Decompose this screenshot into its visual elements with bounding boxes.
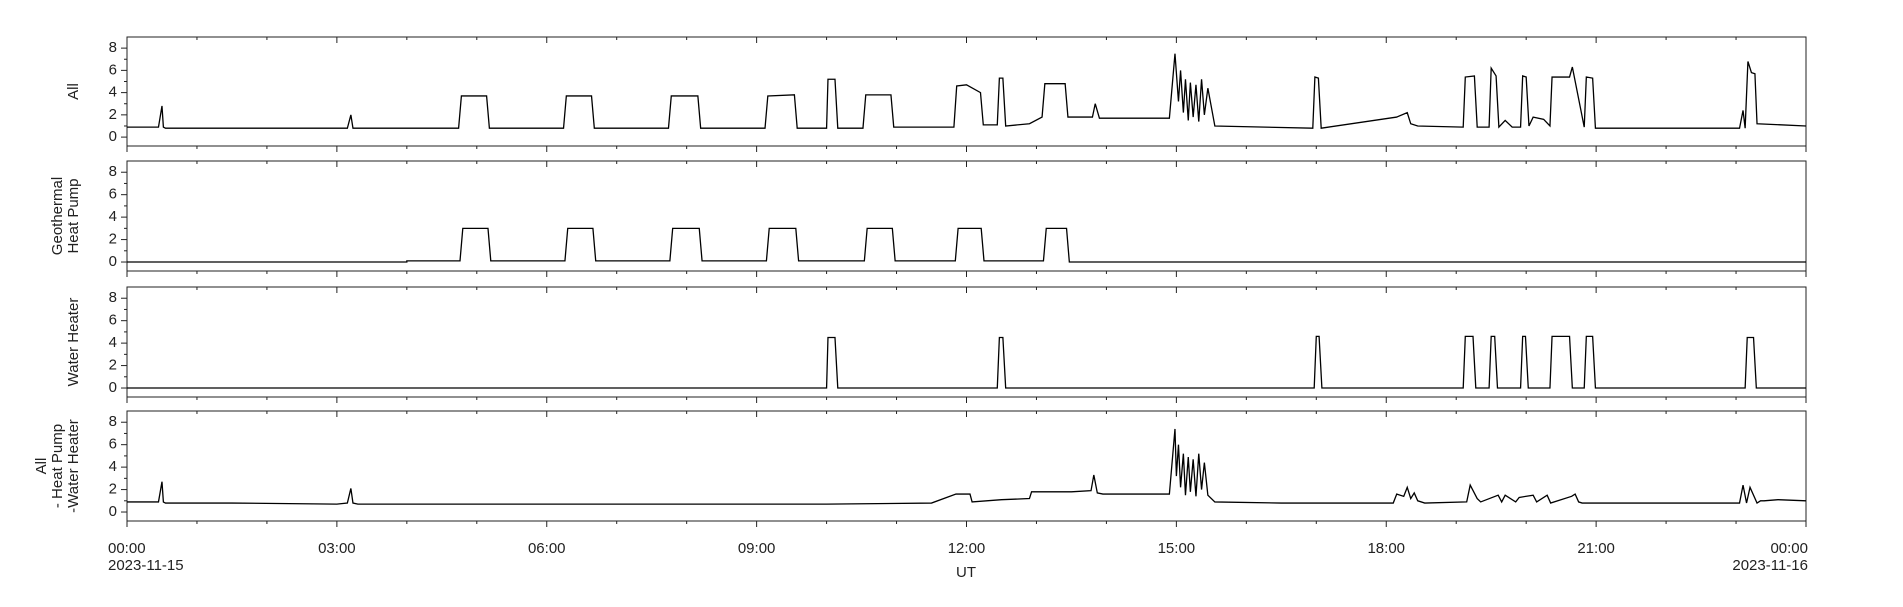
y-tick-label: 2: [109, 231, 117, 248]
y-tick-label: 8: [109, 413, 117, 430]
panel-frame: [126, 286, 1807, 398]
y-axis-label: Geothermal: [49, 177, 66, 255]
y-tick-label: 6: [109, 436, 117, 453]
start-date: 2023-11-15: [108, 557, 184, 574]
y-tick-label: 2: [109, 357, 117, 374]
y-axis-label: - Heat Pump: [49, 424, 66, 508]
y-tick-label: 8: [109, 163, 117, 180]
x-tick-label: 15:00: [1158, 540, 1196, 557]
x-tick-label: 00:00: [1770, 540, 1808, 557]
panel-frame: [126, 36, 1807, 147]
y-tick-label: 0: [109, 379, 117, 396]
y-tick-label: 0: [109, 503, 117, 520]
y-tick-label: 0: [109, 253, 117, 270]
y-tick-label: 4: [109, 208, 117, 225]
y-tick-label: 4: [109, 458, 117, 475]
y-tick-label: 8: [109, 39, 117, 56]
x-axis-label: UT: [956, 564, 976, 581]
y-tick-label: 6: [109, 61, 117, 78]
y-axis-label: All: [33, 458, 50, 475]
x-tick-label: 18:00: [1367, 540, 1405, 557]
y-axis-label: Heat Pump: [65, 178, 82, 253]
x-tick-label: 09:00: [738, 540, 776, 557]
y-tick-label: 2: [109, 481, 117, 498]
y-axis-label: -Water Heater: [65, 419, 82, 513]
x-tick-label: 21:00: [1577, 540, 1615, 557]
end-date: 2023-11-16: [1732, 557, 1808, 574]
panel-frame: [126, 160, 1807, 272]
y-tick-label: 8: [109, 289, 117, 306]
trace: [127, 53, 1807, 129]
y-tick-label: 6: [109, 312, 117, 329]
y-axis-label: Water Heater: [65, 298, 82, 387]
trace: [127, 428, 1807, 505]
y-tick-label: 2: [109, 106, 117, 123]
y-tick-label: 4: [109, 334, 117, 351]
y-tick-label: 0: [109, 128, 117, 145]
x-tick-label: 03:00: [318, 540, 356, 557]
x-tick-label: 12:00: [948, 540, 986, 557]
y-tick-label: 4: [109, 84, 117, 101]
trace: [127, 335, 1806, 389]
trace: [127, 227, 1806, 263]
x-tick-label: 00:00: [108, 540, 146, 557]
y-tick-label: 6: [109, 186, 117, 203]
y-axis-label: All: [65, 83, 82, 100]
x-tick-label: 06:00: [528, 540, 566, 557]
